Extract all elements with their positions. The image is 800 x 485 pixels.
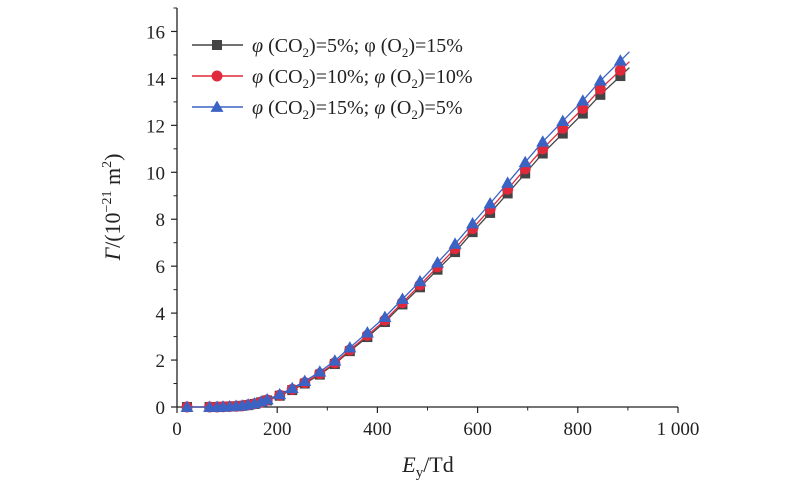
data-point xyxy=(298,374,312,387)
data-point xyxy=(594,83,606,95)
legend: φ (CO2)=5%; φ (O2)=15% φ (CO2)=10%; φ (O2… xyxy=(192,35,472,122)
data-point xyxy=(260,392,274,405)
legend-marker xyxy=(211,70,223,82)
data-point xyxy=(285,381,299,394)
data-point xyxy=(577,102,589,114)
data-point xyxy=(343,341,357,353)
data-point xyxy=(556,114,570,127)
legend-entry-3: φ (CO2)=15%; φ (O2)=5% xyxy=(192,97,462,122)
data-point xyxy=(431,256,445,268)
axis-titles: Ey/Td Γ/(10−21 m2) xyxy=(100,154,454,481)
y-tick-label: 14 xyxy=(146,69,166,90)
y-tick-label: 10 xyxy=(146,163,165,184)
data-point xyxy=(536,135,550,147)
data-point xyxy=(466,216,480,229)
data-point xyxy=(328,354,342,366)
data-point xyxy=(313,365,327,377)
x-tick-label: 1 000 xyxy=(657,419,700,440)
data-point xyxy=(413,274,427,287)
y-tick-label: 2 xyxy=(156,351,166,372)
y-tick-label: 4 xyxy=(156,304,166,325)
data-point xyxy=(595,89,606,100)
data-point xyxy=(395,292,409,304)
data-point xyxy=(615,71,626,82)
legend-label: φ (CO2)=5%; φ (O2)=15% xyxy=(252,35,463,60)
axes: 0 200 400 600 800 1 000 0 2 4 6 8 10 12 14 16 xyxy=(146,7,700,440)
data-point xyxy=(593,74,607,86)
legend-marker xyxy=(212,40,222,50)
data-point xyxy=(576,94,590,106)
y-tick-label: 0 xyxy=(156,398,166,419)
y-tick-label: 16 xyxy=(146,22,165,43)
x-tick-label: 0 xyxy=(172,419,182,440)
data-point xyxy=(448,237,462,249)
y-tick-label: 8 xyxy=(156,210,166,231)
x-axis-title: Ey/Td xyxy=(401,452,454,481)
data-point xyxy=(614,64,626,76)
data-point xyxy=(613,54,627,66)
data-point xyxy=(518,155,532,168)
data-point xyxy=(180,400,194,412)
y-axis-title: Γ/(10−21 m2) xyxy=(100,154,125,262)
legend-label: φ (CO2)=15%; φ (O2)=5% xyxy=(252,97,462,122)
series-3 xyxy=(180,51,630,412)
y-tick-label: 6 xyxy=(156,257,166,278)
legend-entry-2: φ (CO2)=10%; φ (O2)=10% xyxy=(192,66,472,91)
x-tick-label: 800 xyxy=(564,419,593,440)
legend-marker xyxy=(210,100,224,112)
data-point xyxy=(483,197,497,209)
legend-label: φ (CO2)=10%; φ (O2)=10% xyxy=(252,66,472,91)
y-tick-label: 12 xyxy=(146,116,165,137)
data-point xyxy=(273,387,287,400)
series-group xyxy=(180,51,630,413)
x-tick-label: 200 xyxy=(263,419,292,440)
data-point xyxy=(360,326,374,338)
data-point xyxy=(378,310,392,322)
legend-entry-1: φ (CO2)=5%; φ (O2)=15% xyxy=(192,35,463,60)
data-point xyxy=(501,176,515,188)
x-tick-label: 600 xyxy=(463,419,492,440)
x-tick-label: 400 xyxy=(363,419,392,440)
